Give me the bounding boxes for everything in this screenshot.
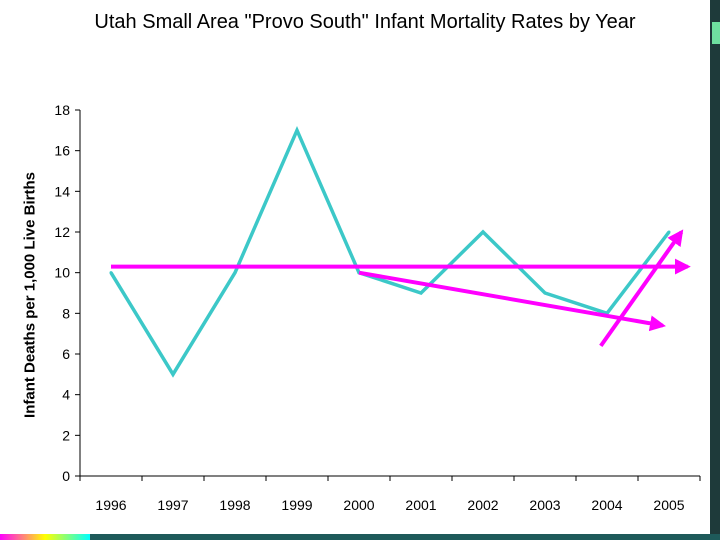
x-tick-label: 2005	[653, 497, 684, 513]
x-tick-label: 1997	[157, 497, 188, 513]
slide-edge-bottom-accent	[0, 534, 90, 540]
slide-edge-right	[710, 0, 720, 540]
slide-edge-accent	[712, 22, 720, 44]
x-tick-label: 1996	[95, 497, 126, 513]
y-tick-label: 16	[54, 143, 70, 159]
y-tick-label: 18	[54, 102, 70, 118]
y-tick-label: 8	[62, 305, 70, 321]
y-tick-label: 4	[62, 387, 70, 403]
y-tick-label: 12	[54, 224, 70, 240]
x-tick-label: 1998	[219, 497, 250, 513]
x-tick-label: 2002	[467, 497, 498, 513]
x-tick-label: 2003	[529, 497, 560, 513]
data-point	[171, 372, 175, 376]
y-tick-label: 6	[62, 346, 70, 362]
x-tick-label: 2004	[591, 497, 622, 513]
y-tick-label: 10	[54, 265, 70, 281]
data-point	[295, 128, 299, 132]
data-point	[109, 271, 113, 275]
trend-arrow	[599, 229, 684, 348]
trend-arrow	[358, 270, 666, 332]
y-tick-label: 0	[62, 468, 70, 484]
series-line	[109, 125, 671, 378]
slide-edge-bottom	[0, 534, 720, 540]
y-tick-label: 14	[54, 183, 70, 199]
x-tick-label: 2001	[405, 497, 436, 513]
y-tick-label: 2	[62, 427, 70, 443]
data-point	[543, 291, 547, 295]
data-point	[419, 291, 423, 295]
data-point	[233, 271, 237, 275]
x-tick-label: 2000	[343, 497, 374, 513]
data-point	[481, 230, 485, 234]
chart-title: Utah Small Area "Provo South" Infant Mor…	[94, 11, 636, 33]
data-point	[667, 230, 671, 234]
x-tick-label: 1999	[281, 497, 312, 513]
